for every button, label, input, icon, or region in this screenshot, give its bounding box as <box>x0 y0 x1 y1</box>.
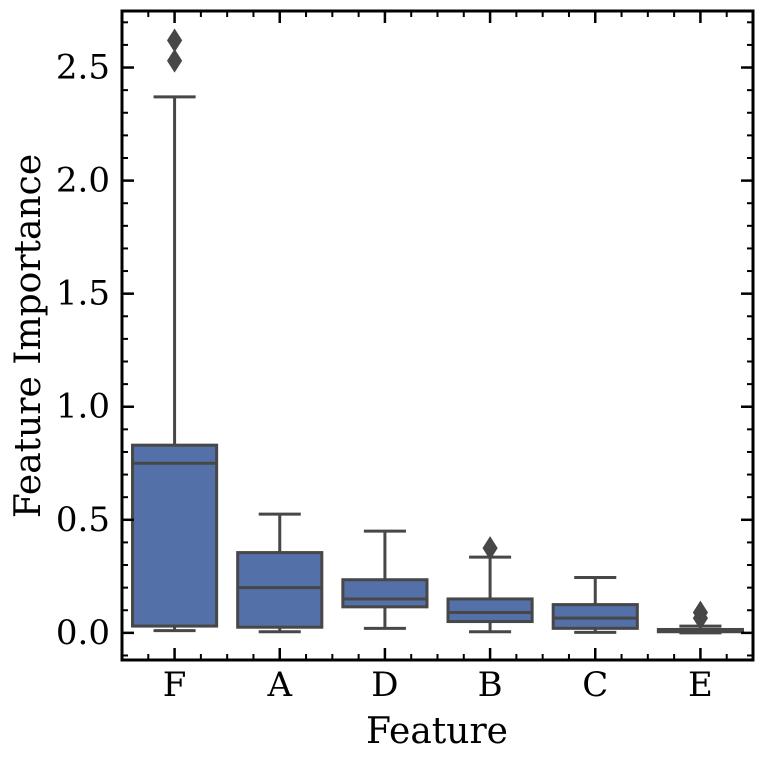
box-iqr <box>551 603 639 630</box>
box-iqr <box>131 443 219 628</box>
box-b <box>446 536 534 634</box>
x-tick-label-a: A <box>266 665 292 705</box>
box-iqr <box>446 597 534 624</box>
outlier-point <box>166 28 183 53</box>
y-tick-label: 1.0 <box>56 387 110 427</box>
y-tick-label: 1.5 <box>56 274 110 314</box>
box-a <box>236 512 324 634</box>
box-c <box>551 575 639 634</box>
y-tick-label: 0.0 <box>56 613 110 653</box>
outlier-point <box>166 48 183 73</box>
x-tick-label-d: D <box>371 665 398 705</box>
x-tick-label-b: B <box>478 665 503 705</box>
box-iqr <box>341 578 429 609</box>
y-tick-label: 0.5 <box>56 500 110 540</box>
box-d <box>341 529 429 630</box>
box-e <box>656 600 744 635</box>
x-tick-label-f: F <box>163 665 187 705</box>
y-axis-label: Feature Importance <box>8 154 49 518</box>
y-tick-label: 2.0 <box>56 161 110 201</box>
plot-frame <box>120 9 755 662</box>
plot-area <box>131 28 744 635</box>
y-tick-labels: 0.0 0.5 1.0 1.5 2.0 2.5 <box>56 48 110 653</box>
box-iqr <box>236 551 324 629</box>
x-tick-label-e: E <box>688 665 713 705</box>
box-f <box>131 28 219 633</box>
y-tick-label: 2.5 <box>56 48 110 88</box>
outlier-point <box>482 536 498 560</box>
outlier-point <box>692 600 709 625</box>
x-tick-label-c: C <box>582 665 608 705</box>
x-axis-label: Feature <box>366 711 508 752</box>
